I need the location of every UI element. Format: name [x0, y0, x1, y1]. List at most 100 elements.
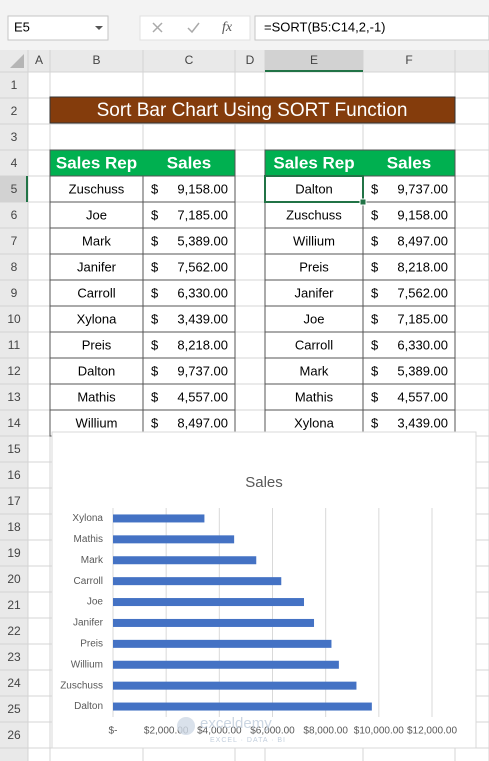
y-tick-label: Mark — [81, 555, 104, 566]
column-header[interactable]: D — [246, 53, 255, 67]
sales-amount: 7,562.00 — [397, 285, 448, 300]
row-header[interactable]: 3 — [11, 130, 18, 144]
dropdown-arrow[interactable] — [95, 26, 103, 30]
fill-handle[interactable] — [359, 198, 367, 206]
sales-amount: 4,557.00 — [177, 389, 228, 404]
row-header[interactable]: 20 — [7, 572, 21, 586]
row-header[interactable]: 10 — [7, 312, 21, 326]
bar — [113, 660, 339, 669]
column-header-bar — [0, 50, 489, 72]
currency-symbol: $ — [371, 259, 379, 274]
watermark-tagline: EXCEL · DATA · BI — [210, 737, 286, 744]
row-header[interactable]: 11 — [8, 338, 21, 352]
chart-area[interactable] — [51, 431, 477, 749]
sales-amount: 5,389.00 — [397, 363, 448, 378]
row-header[interactable]: 19 — [7, 546, 21, 560]
row-header[interactable]: 8 — [11, 260, 18, 274]
sales-rep: Carroll — [295, 337, 333, 352]
column-header[interactable]: F — [405, 53, 412, 67]
active-cell[interactable] — [264, 175, 364, 203]
y-tick-label: Carroll — [74, 576, 103, 587]
sales-rep: Carroll — [77, 285, 115, 300]
row-header[interactable]: 7 — [11, 234, 18, 248]
sales-rep: Mathis — [77, 389, 116, 404]
watermark-logo — [177, 717, 195, 735]
x-tick-label: $6,000.00 — [250, 726, 295, 737]
currency-symbol: $ — [151, 259, 159, 274]
row-header[interactable]: 1 — [11, 78, 18, 92]
select-all-corner[interactable] — [10, 54, 24, 68]
table-cell — [264, 279, 364, 307]
row-header[interactable]: 24 — [7, 676, 21, 690]
fx-icon[interactable]: fx — [222, 20, 233, 35]
sales-amount: 6,330.00 — [177, 285, 228, 300]
column-header-active — [265, 50, 363, 72]
sales-rep: Xylona — [77, 311, 118, 326]
table-header: Sales — [387, 153, 431, 172]
bar — [113, 639, 332, 648]
row-header[interactable]: 5 — [11, 182, 18, 196]
bar — [113, 535, 235, 544]
row-header[interactable]: 23 — [7, 650, 21, 664]
row-header[interactable]: 17 — [7, 494, 21, 508]
row-header[interactable]: 14 — [7, 416, 21, 430]
row-header[interactable]: 22 — [7, 624, 21, 638]
row-header[interactable]: 26 — [7, 728, 21, 742]
x-tick-label: $12,000.00 — [407, 726, 457, 737]
sales-amount: 7,185.00 — [397, 311, 448, 326]
column-header[interactable]: E — [310, 53, 318, 67]
sales-amount: 4,557.00 — [397, 389, 448, 404]
row-header-active — [0, 176, 28, 202]
row-header[interactable]: 18 — [7, 520, 21, 534]
watermark-brand: exceldemy — [200, 715, 272, 732]
x-tick-label: $2,000.00 — [144, 726, 189, 737]
row-header[interactable]: 6 — [11, 208, 18, 222]
column-header[interactable]: B — [92, 53, 100, 67]
table-cell — [264, 383, 364, 411]
enter-icon[interactable] — [187, 22, 200, 34]
row-header[interactable]: 12 — [7, 364, 21, 378]
row-header[interactable]: 4 — [11, 156, 18, 170]
title-cell — [49, 96, 456, 124]
name-box[interactable] — [7, 15, 109, 41]
currency-symbol: $ — [151, 207, 159, 222]
currency-symbol: $ — [151, 181, 159, 196]
row-header[interactable]: 13 — [7, 390, 21, 404]
row-header[interactable]: 2 — [11, 104, 18, 118]
table-header: Sales Rep — [273, 153, 354, 172]
row-header[interactable]: 16 — [7, 468, 21, 482]
currency-symbol: $ — [151, 311, 159, 326]
sales-rep: Mark — [300, 363, 329, 378]
table-cell — [264, 253, 364, 281]
y-tick-label: Willium — [71, 659, 103, 670]
currency-symbol: $ — [151, 285, 159, 300]
table-cell — [142, 227, 236, 255]
x-tick-label: $8,000.00 — [303, 726, 348, 737]
formula-text: =SORT(B5:C14,2,-1) — [264, 19, 386, 34]
sales-rep: Willium — [293, 233, 335, 248]
table-cell — [142, 383, 236, 411]
formula-input[interactable] — [254, 15, 489, 41]
name-box-text: E5 — [14, 19, 30, 34]
table-cell — [362, 227, 456, 255]
sales-rep: Xylona — [294, 415, 335, 430]
table-header-bg — [50, 150, 235, 176]
currency-symbol: $ — [371, 311, 379, 326]
row-header[interactable]: 9 — [11, 286, 18, 300]
table-cell — [49, 331, 144, 359]
sales-amount: 3,439.00 — [397, 415, 448, 430]
table-cell — [362, 357, 456, 385]
currency-symbol: $ — [371, 181, 379, 196]
row-header[interactable]: 15 — [7, 442, 21, 456]
row-header[interactable]: 25 — [7, 702, 21, 716]
cancel-icon[interactable] — [152, 22, 163, 33]
column-header[interactable]: C — [185, 53, 194, 67]
table-cell — [142, 175, 236, 203]
sales-rep: Joe — [304, 311, 325, 326]
currency-symbol: $ — [371, 415, 379, 430]
sales-rep: Preis — [82, 337, 112, 352]
y-tick-label: Joe — [87, 597, 104, 608]
table-cell — [142, 201, 236, 229]
column-header[interactable]: A — [35, 53, 43, 67]
row-header[interactable]: 21 — [7, 598, 21, 612]
